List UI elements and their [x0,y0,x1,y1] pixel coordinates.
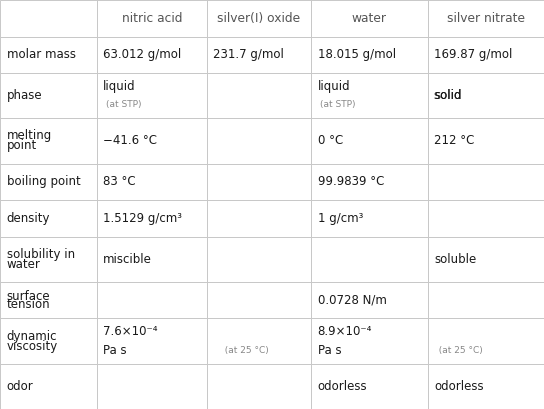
Text: 0.0728 N/m: 0.0728 N/m [318,294,387,307]
Bar [97,318,207,364]
Text: water: water [7,258,40,271]
Text: Pa s: Pa s [103,344,127,357]
Text: phase: phase [7,89,42,102]
Bar [0,0,97,36]
Bar [311,0,428,36]
Bar [97,36,207,73]
Text: melting: melting [7,130,52,142]
Bar [0,318,97,364]
Text: (at STP): (at STP) [106,100,141,109]
Bar [428,118,544,164]
Bar [207,364,311,409]
Bar [428,36,544,73]
Bar [207,200,311,236]
Text: solid: solid [434,89,469,102]
Text: (at 25 °C): (at 25 °C) [433,346,483,355]
Bar [97,164,207,200]
Bar [311,73,428,118]
Text: 99.9839 °C: 99.9839 °C [318,175,384,189]
Text: solid: solid [434,89,462,102]
Text: liquid: liquid [103,80,136,93]
Bar [428,0,544,36]
Bar [97,0,207,36]
Text: boiling point: boiling point [7,175,81,189]
Bar [0,164,97,200]
Bar [428,73,544,118]
Bar [207,36,311,73]
Text: 1 g/cm³: 1 g/cm³ [318,212,363,225]
Text: silver nitrate: silver nitrate [447,12,525,25]
Bar [311,236,428,282]
Text: 8.9×10⁻⁴: 8.9×10⁻⁴ [318,326,372,339]
Bar [428,282,544,318]
Text: soluble: soluble [434,253,477,266]
Text: tension: tension [7,298,50,311]
Text: 18.015 g/mol: 18.015 g/mol [318,48,396,61]
Text: surface: surface [7,290,50,303]
Bar [0,236,97,282]
Bar [97,364,207,409]
Text: point: point [7,139,37,153]
Bar [311,36,428,73]
Bar [207,282,311,318]
Bar [207,73,311,118]
Text: (at 25 °C): (at 25 °C) [219,346,268,355]
Bar [97,118,207,164]
Text: −41.6 °C: −41.6 °C [103,135,157,148]
Bar [428,164,544,200]
Bar [428,364,544,409]
Text: odor: odor [7,380,33,393]
Bar [311,118,428,164]
Text: molar mass: molar mass [7,48,76,61]
Text: Pa s: Pa s [318,344,341,357]
Bar [207,236,311,282]
Text: 231.7 g/mol: 231.7 g/mol [213,48,284,61]
Text: 212 °C: 212 °C [434,135,474,148]
Bar [207,118,311,164]
Text: nitric acid: nitric acid [121,12,182,25]
Bar [428,200,544,236]
Text: 83 °C: 83 °C [103,175,136,189]
Bar [0,36,97,73]
Bar [207,0,311,36]
Bar [311,318,428,364]
Bar [0,200,97,236]
Text: dynamic: dynamic [7,330,57,343]
Bar [97,236,207,282]
Bar [207,318,311,364]
Bar [428,236,544,282]
Text: density: density [7,212,50,225]
Bar [0,282,97,318]
Text: silver(I) oxide: silver(I) oxide [218,12,300,25]
Bar [311,164,428,200]
Text: 169.87 g/mol: 169.87 g/mol [434,48,512,61]
Bar [311,200,428,236]
Bar [0,118,97,164]
Text: 0 °C: 0 °C [318,135,343,148]
Text: 63.012 g/mol: 63.012 g/mol [103,48,182,61]
Bar [0,73,97,118]
Bar [97,200,207,236]
Text: odorless: odorless [318,380,367,393]
Bar [97,282,207,318]
Text: (at STP): (at STP) [320,100,356,109]
Text: liquid: liquid [318,80,350,93]
Text: miscible: miscible [103,253,152,266]
Text: odorless: odorless [434,380,484,393]
Text: 1.5129 g/cm³: 1.5129 g/cm³ [103,212,182,225]
Bar [97,73,207,118]
Bar [0,364,97,409]
Text: viscosity: viscosity [7,339,58,353]
Bar [311,282,428,318]
Bar [207,164,311,200]
Text: solubility in: solubility in [7,248,75,261]
Bar [311,364,428,409]
Bar [428,318,544,364]
Text: water: water [352,12,387,25]
Text: 7.6×10⁻⁴: 7.6×10⁻⁴ [103,326,158,339]
